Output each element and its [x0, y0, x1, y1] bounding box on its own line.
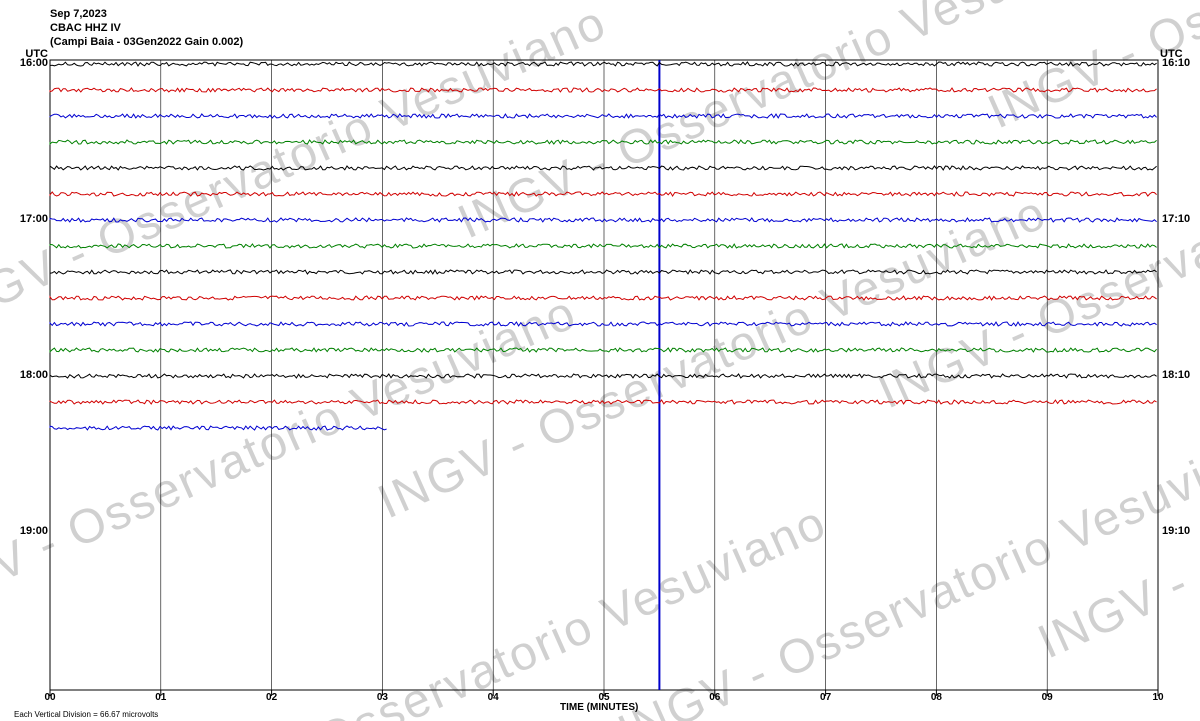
footer-note: Each Vertical Division = 66.67 microvolt… — [14, 710, 158, 719]
x-tick-label: 00 — [40, 692, 60, 703]
y-label-left: 16:00 — [4, 57, 48, 69]
x-tick-label: 01 — [151, 692, 171, 703]
x-tick-label: 09 — [1037, 692, 1057, 703]
y-label-left: 17:00 — [4, 213, 48, 225]
y-label-left: 19:00 — [4, 525, 48, 537]
x-tick-label: 03 — [372, 692, 392, 703]
x-tick-label: 02 — [262, 692, 282, 703]
x-tick-label: 07 — [816, 692, 836, 703]
y-label-right: 19:10 — [1162, 525, 1190, 537]
x-tick-label: 10 — [1148, 692, 1168, 703]
seismogram-page: INGV - Osservatorio VesuvianoINGV - Osse… — [0, 0, 1200, 721]
helicorder-plot — [0, 0, 1200, 721]
x-tick-label: 04 — [483, 692, 503, 703]
y-label-right: 16:10 — [1162, 57, 1190, 69]
x-tick-label: 06 — [705, 692, 725, 703]
y-label-left: 18:00 — [4, 369, 48, 381]
x-tick-label: 08 — [926, 692, 946, 703]
y-label-right: 17:10 — [1162, 213, 1190, 225]
y-label-right: 18:10 — [1162, 369, 1190, 381]
x-axis-title: TIME (MINUTES) — [560, 702, 638, 713]
